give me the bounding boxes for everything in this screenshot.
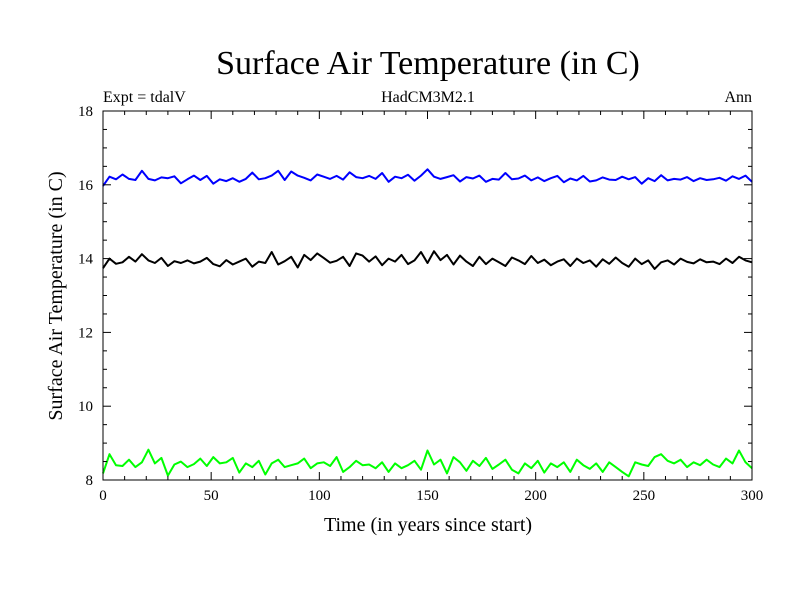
x-tick-label: 200 <box>524 488 547 504</box>
y-axis-label: Surface Air Temperature (in C) <box>45 171 67 420</box>
series-line-middle <box>102 250 753 270</box>
series-line-upper <box>102 168 753 187</box>
tick-layer: 0 50 100 150 200 250 300 8 10 12 14 16 18 <box>78 104 763 504</box>
period-label: Ann <box>724 89 752 106</box>
y-tick-label: 12 <box>78 325 93 341</box>
y-tick-label: 16 <box>78 178 94 194</box>
model-label: HadCM3M2.1 <box>381 89 475 106</box>
x-axis-label: Time (in years since start) <box>324 514 532 536</box>
x-tick-label: 0 <box>99 488 107 504</box>
y-tick-label: 14 <box>78 252 94 268</box>
plot-frame <box>102 110 753 481</box>
x-tick-label: 150 <box>416 488 439 504</box>
chart-title: Surface Air Temperature (in C) <box>216 45 640 82</box>
series-layer <box>102 168 753 478</box>
x-tick-label: 300 <box>741 488 764 504</box>
y-tick-label: 8 <box>86 473 94 489</box>
x-tick-label: 250 <box>633 488 656 504</box>
y-tick-label: 18 <box>78 104 93 120</box>
series-line-lower <box>102 448 753 478</box>
experiment-label: Expt = tdalV <box>103 89 186 106</box>
x-tick-label: 50 <box>204 488 219 504</box>
x-tick-label: 100 <box>308 488 331 504</box>
y-tick-label: 10 <box>78 399 93 415</box>
